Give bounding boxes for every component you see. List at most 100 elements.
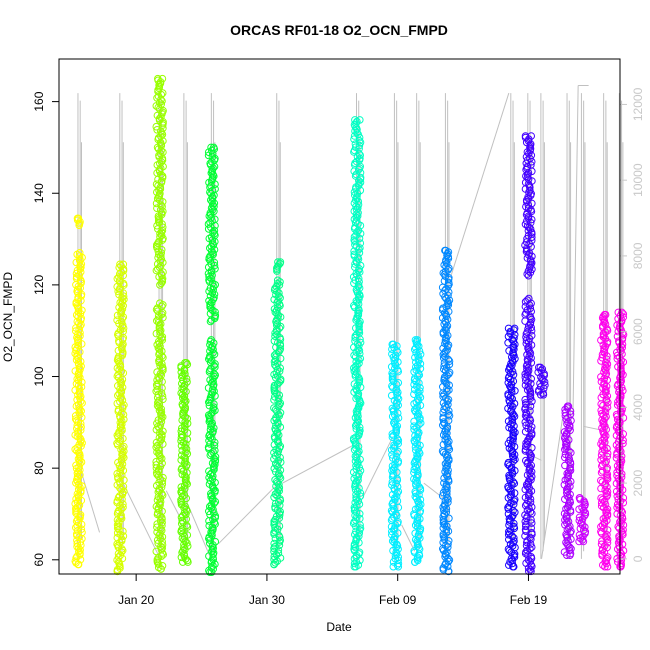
data-point [275,484,284,492]
data-point [75,360,83,369]
data-point [415,483,424,491]
data-point [209,472,217,480]
data-point [270,539,279,548]
data-point [274,258,282,266]
secondary-trace [80,471,101,533]
data-point [444,444,453,452]
y-tick-label: 120 [32,275,46,295]
data-point [270,530,278,538]
x-axis-label: Date [326,620,352,634]
data-point [118,305,127,313]
data-point [617,356,626,365]
data-point [617,452,626,461]
data-point [394,503,403,512]
secondary-trace [282,444,354,484]
plot-frame [58,58,621,575]
data-point [207,568,216,577]
y-tick-label: 60 [32,553,46,567]
data-point [443,472,452,481]
data-point [75,389,84,398]
data-point [415,392,423,400]
data-point [77,340,86,348]
data-point [439,565,448,574]
data-point [355,341,363,350]
data-point [204,151,213,160]
data-point [158,521,166,530]
data-point [535,363,543,372]
data-point [351,260,359,268]
data-point [522,400,530,409]
data-point [273,262,282,271]
data-point [153,520,161,528]
data-point [183,523,192,531]
data-point [615,502,624,510]
data-point [272,306,281,315]
data-point [598,546,607,555]
data-point [205,398,213,407]
data-point [416,416,424,424]
data-point [541,381,549,389]
data-point [351,422,360,430]
data-point [561,445,569,454]
data-point [617,342,625,350]
data-point [393,435,402,443]
data-point [158,74,167,83]
data-point [119,313,128,321]
data-point [539,391,548,399]
data-point [394,447,402,456]
chart-title: ORCAS RF01-18 O2_OCN_FMPD [230,22,448,38]
data-point [524,479,533,487]
data-point [272,318,280,326]
data-point [350,215,359,223]
data-point [509,538,517,547]
data-point [114,493,123,502]
data-point [209,545,217,554]
data-point [113,567,122,576]
data-point [392,399,401,408]
data-point [158,110,166,118]
data-point [394,401,403,410]
data-point [157,95,165,104]
data-point [603,531,611,539]
data-point [118,375,127,384]
data-point [510,324,519,333]
data-point [353,228,361,236]
x-tick-label: Jan 20 [118,593,154,607]
data-point [510,519,518,528]
data-point [445,407,453,415]
data-point [563,402,572,411]
y2-tick-label: 6000 [631,318,645,345]
data-point [184,558,192,566]
data-point [182,440,190,448]
data-point [154,560,163,569]
data-point [445,386,453,394]
data-point [157,454,166,463]
data-point [356,292,364,300]
data-point [118,297,127,305]
data-point [526,225,535,233]
y2-tick-label: 4000 [631,394,645,421]
data-point [271,332,279,341]
data-point [208,526,217,535]
data-point [350,135,358,143]
data-point [509,438,517,446]
data-point [210,290,219,299]
data-point [206,317,215,326]
data-point [119,260,128,269]
data-point [152,461,161,469]
data-point [181,359,189,367]
data-point [388,430,397,438]
data-point [77,442,85,450]
data-point [528,233,536,241]
data-point [394,436,403,445]
data-point [155,84,163,93]
data-point [615,434,624,443]
data-point [350,247,358,255]
data-point [522,559,530,568]
data-point [159,440,167,448]
data-point [601,366,610,375]
data-point [597,406,606,415]
data-point [566,551,574,560]
data-point [444,567,453,576]
data-point [77,458,86,466]
